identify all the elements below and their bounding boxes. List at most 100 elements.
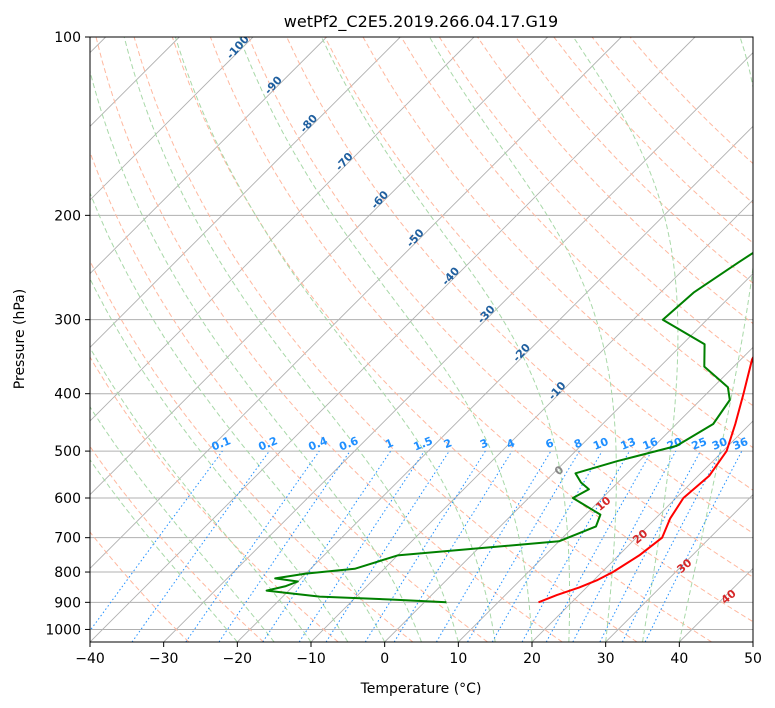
- mixing-ratio-line: [298, 450, 425, 642]
- dry-adiabat-line: [90, 150, 488, 642]
- y-tick-label: 900: [54, 595, 81, 611]
- dry-adiabat-line: [90, 531, 190, 642]
- x-tick-label: −40: [75, 651, 105, 667]
- axes: −40 −30 −20 −10 0 10 20 30 40 50 100 200 300 400 500 60…: [45, 30, 762, 667]
- moist-adiabat-line: [572, 37, 679, 642]
- mixing-ratio-label: 25: [690, 435, 709, 453]
- mixing-ratio-label: 36: [731, 435, 750, 453]
- y-axis-label: Pressure (hPa): [12, 289, 28, 389]
- dry-adiabat-line: [400, 37, 753, 407]
- y-tick-label: 200: [54, 208, 81, 224]
- x-tick-label: 0: [380, 651, 389, 667]
- x-tick-label: −10: [296, 651, 326, 667]
- dry-adiabat-line: [209, 37, 753, 623]
- x-tick-label: 30: [597, 651, 615, 667]
- dry-adiabat-line: [324, 37, 753, 491]
- mixing-ratio-line: [325, 450, 450, 642]
- x-tick-label: 50: [744, 651, 762, 667]
- mixing-ratio-line: [467, 450, 580, 642]
- moist-adiabat-line: [90, 277, 349, 642]
- mixing-ratio-line: [545, 450, 653, 642]
- isotherm-line: [384, 273, 753, 642]
- dry-adiabat-line: [90, 356, 339, 642]
- y-tick-label: 600: [54, 491, 81, 507]
- isotherm-line: [163, 52, 753, 642]
- moist-adiabat-line: [90, 458, 238, 642]
- isotherm-line: [531, 420, 753, 642]
- y-tick-label: 1000: [45, 622, 81, 638]
- mixing-ratio-label: 13: [619, 435, 638, 453]
- dry-adiabat-line: [95, 37, 563, 642]
- isotherm-line: [90, 37, 622, 569]
- mixing-ratio-line: [185, 450, 320, 642]
- isotherm-line: [752, 641, 753, 642]
- isotherm-line: [90, 37, 548, 496]
- dry-adiabat-label: -60: [368, 188, 391, 212]
- mixing-ratio-label: 8: [572, 436, 584, 451]
- moist-adiabat-line: [90, 69, 422, 642]
- moist-adiabat-label: 10: [593, 494, 613, 514]
- moist-adiabat-line: [90, 405, 275, 642]
- isotherm-line: [310, 199, 753, 642]
- isotherm-line: [679, 567, 753, 642]
- mixing-ratio-label: 2: [442, 436, 454, 451]
- dry-adiabat-line: [133, 37, 638, 642]
- plot-frame: [89, 36, 754, 643]
- x-tick-label: 40: [670, 651, 688, 667]
- moist-adiabat-line: [429, 37, 617, 642]
- isotherm-line: [605, 494, 753, 642]
- moist-adiabat-line: [123, 37, 459, 642]
- moist-adiabat-line: [678, 37, 753, 642]
- y-tick-label: 300: [54, 313, 81, 329]
- moist-adiabat-label: 20: [630, 527, 650, 547]
- mixing-ratio-label: 1: [383, 436, 395, 451]
- mixing-ratio-label: 30: [710, 435, 729, 453]
- dry-adiabat-line: [438, 37, 753, 366]
- y-tick-label: 700: [54, 531, 81, 547]
- x-axis-label: Temperature (°C): [360, 681, 482, 697]
- moist-adiabat-label: 40: [719, 587, 739, 607]
- moist-adiabat-line: [238, 37, 533, 642]
- moist-adiabat-line: [90, 191, 386, 642]
- dry-adiabat-label: -20: [510, 341, 533, 365]
- isotherm-line: [90, 37, 475, 422]
- dry-adiabat-label: -70: [333, 150, 356, 174]
- mixing-ratio-line: [393, 450, 513, 642]
- dry-adiabat-line: [515, 37, 753, 284]
- mixing-ratio-label: 3: [478, 436, 490, 451]
- dry-adiabat-line: [591, 37, 753, 204]
- dry-adiabat-label: -10: [546, 379, 569, 403]
- mixing-ratio-line: [572, 450, 677, 642]
- dry-adiabat-line: [171, 37, 712, 642]
- isotherm-line: [90, 37, 254, 201]
- dry-adiabat-label: -50: [404, 226, 427, 250]
- y-tick-label: 500: [54, 444, 81, 460]
- x-tick-label: 20: [523, 651, 541, 667]
- mixing-ratio-label: 16: [641, 435, 660, 453]
- dry-adiabat-line: [90, 445, 264, 642]
- x-tick-label: 10: [449, 651, 467, 667]
- mixing-ratio-line: [218, 450, 351, 642]
- moist-adiabat-line: [90, 346, 312, 642]
- mixing-ratio-label: 10: [591, 435, 610, 453]
- dry-adiabat-label: -90: [262, 73, 285, 97]
- x-tick-label: −30: [149, 651, 179, 667]
- moist-adiabat-line: [321, 37, 571, 642]
- mixing-ratio-line: [644, 450, 743, 642]
- isotherm-line: [237, 125, 753, 642]
- dry-adiabat-label: -30: [475, 303, 498, 327]
- dry-adiabat-label: -40: [439, 264, 462, 288]
- mixing-ratio-line: [90, 450, 223, 632]
- isotherm-line: [90, 37, 327, 275]
- mixing-ratio-line: [262, 450, 392, 642]
- y-tick-label: 400: [54, 387, 81, 403]
- moist-adiabat-line: [174, 37, 496, 642]
- mixing-ratio-label: 6: [544, 436, 556, 451]
- isotherm-line: [90, 37, 401, 348]
- mixing-ratio-line: [131, 450, 270, 642]
- isotherm-line: [90, 37, 696, 642]
- x-tick-label: −20: [223, 651, 253, 667]
- mixing-ratio-label: 4: [505, 436, 517, 451]
- mixing-ratio-line: [521, 450, 630, 642]
